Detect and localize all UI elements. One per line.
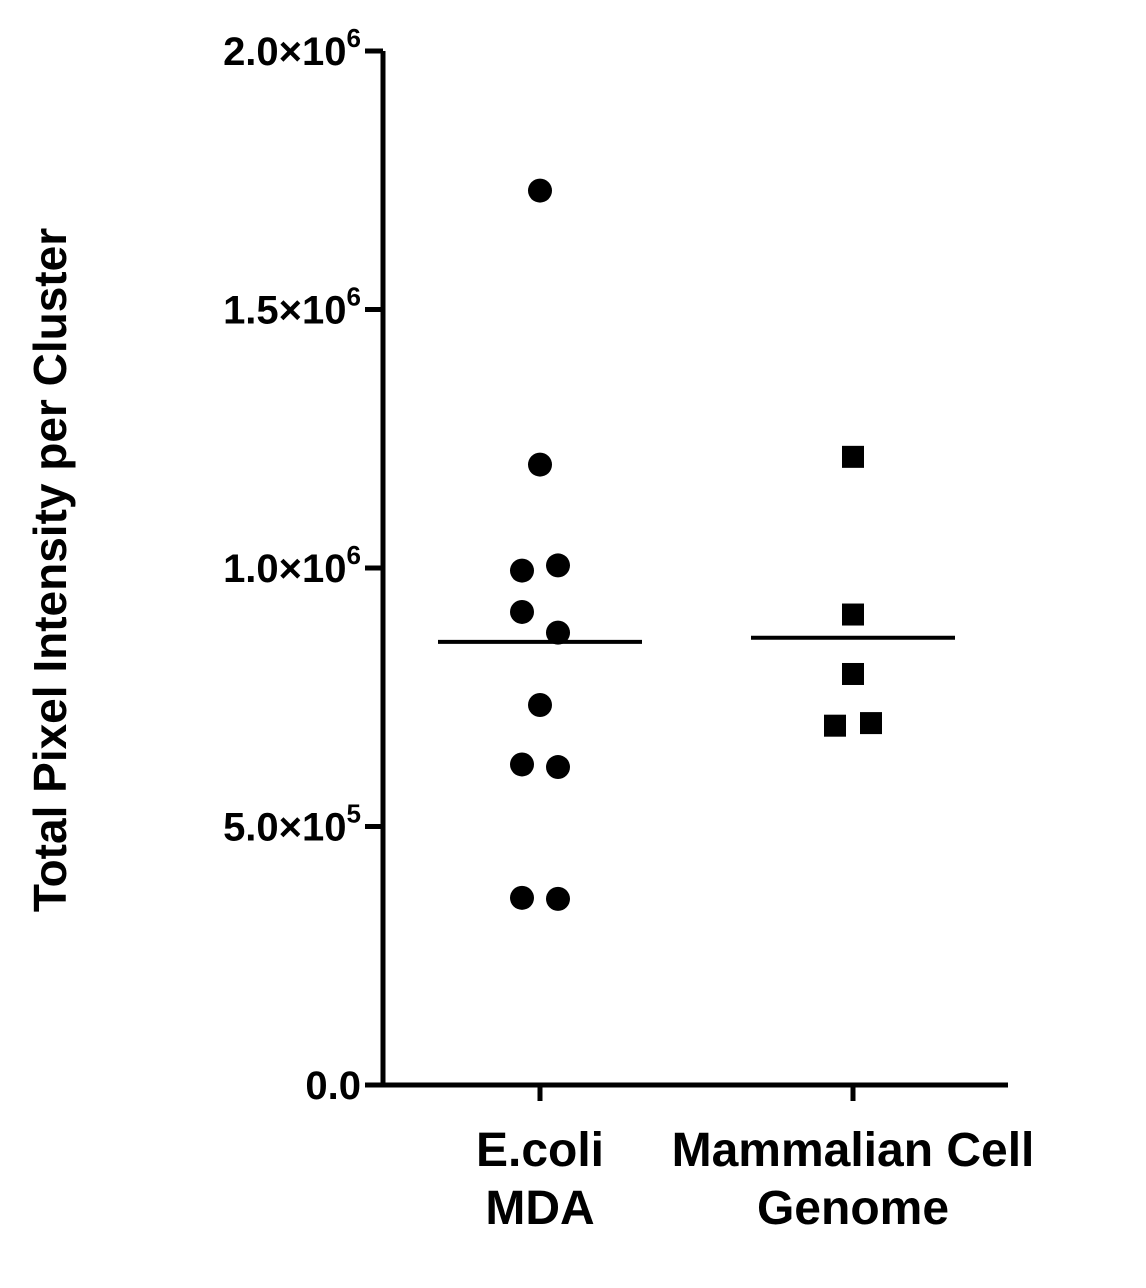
- data-point: [842, 445, 864, 468]
- x-category-label: E.coli: [476, 1124, 604, 1177]
- data-point: [546, 620, 570, 645]
- x-category-label: Mammalian Cell: [672, 1124, 1035, 1177]
- y-tick-label: 5.0×105: [223, 799, 361, 850]
- data-point: [528, 452, 552, 477]
- data-point: [546, 553, 570, 578]
- data-marks: [438, 178, 955, 911]
- x-category-label: Genome: [757, 1182, 949, 1235]
- data-point: [528, 693, 552, 718]
- y-axis: 0.0 5.0×105 1.0×106 1.5×106 2.0×106: [223, 23, 386, 1108]
- data-point: [528, 178, 552, 203]
- data-point: [510, 752, 534, 777]
- data-point: [546, 755, 570, 780]
- data-point: [546, 886, 570, 911]
- x-category-label: MDA: [485, 1182, 594, 1235]
- data-point: [842, 662, 864, 685]
- data-point: [510, 599, 534, 624]
- data-point: [860, 712, 882, 735]
- data-point: [824, 714, 846, 737]
- y-axis-title: Total Pixel Intensity per Cluster: [24, 228, 76, 912]
- data-point: [510, 558, 534, 583]
- data-point: [842, 603, 864, 626]
- y-tick-label: 1.0×106: [223, 540, 361, 591]
- y-tick-label: 0.0: [305, 1064, 361, 1108]
- y-tick-label: 1.5×106: [223, 282, 361, 333]
- y-tick-label: 2.0×106: [223, 23, 361, 74]
- data-point: [510, 885, 534, 910]
